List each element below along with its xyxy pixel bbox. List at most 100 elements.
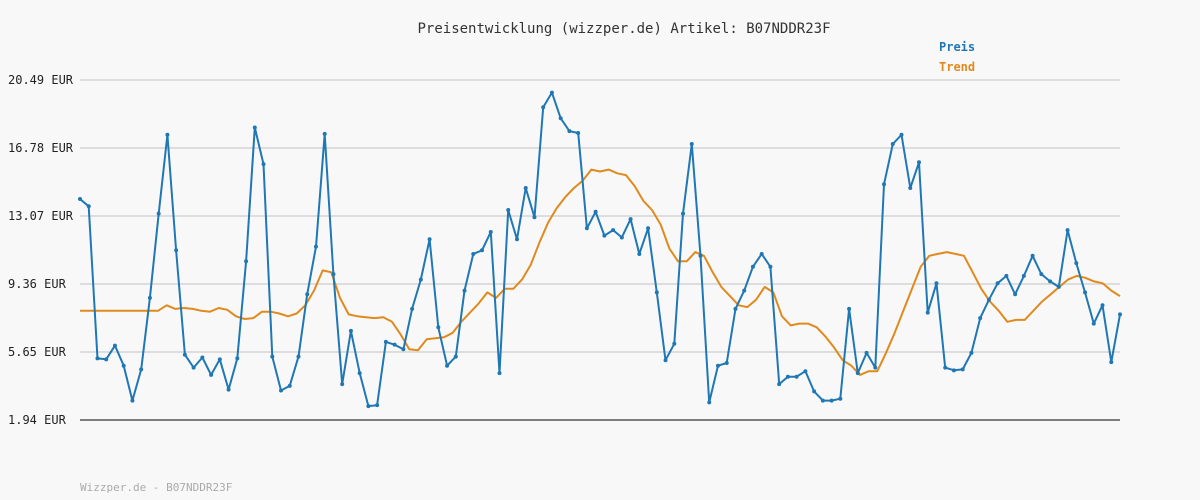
data-point-preis: [445, 363, 450, 368]
data-point-preis: [174, 248, 179, 253]
data-point-preis: [890, 141, 895, 146]
chart-title: Preisentwicklung (wizzper.de) Artikel: B…: [417, 21, 830, 37]
data-point-preis: [165, 132, 170, 137]
data-point-preis: [742, 288, 747, 293]
data-point-preis: [1013, 292, 1018, 297]
data-point-preis: [951, 368, 956, 373]
data-point-preis: [838, 396, 843, 401]
data-point-preis: [462, 288, 467, 293]
data-point-preis: [287, 383, 292, 388]
data-point-preis: [270, 354, 275, 359]
y-axis-ticks: 20.49 EUR 16.78 EUR 13.07 EUR 9.36 EUR 5.65 …: [8, 73, 74, 427]
data-point-preis: [436, 325, 441, 330]
data-point-preis: [707, 400, 712, 405]
data-point-preis: [279, 388, 284, 393]
legend-entry-preis: Preis: [939, 40, 975, 54]
data-point-preis: [698, 253, 703, 258]
data-point-preis: [794, 374, 799, 379]
data-point-preis: [969, 350, 974, 355]
data-point-preis: [855, 371, 860, 376]
data-point-preis: [715, 363, 720, 368]
data-point-preis: [908, 185, 913, 190]
data-point-preis: [200, 355, 205, 360]
data-point-preis: [847, 306, 852, 311]
data-point-preis: [226, 387, 231, 392]
data-point-preis: [1083, 290, 1088, 295]
grid: [80, 79, 1120, 353]
data-point-preis: [322, 131, 327, 136]
data-point-preis: [567, 129, 572, 134]
data-point-preis: [217, 357, 222, 362]
data-point-preis: [506, 207, 511, 212]
data-point-preis: [689, 141, 694, 146]
data-point-preis: [296, 354, 301, 359]
data-point-preis: [1021, 273, 1026, 278]
data-point-preis: [418, 277, 423, 282]
data-point-preis: [1091, 321, 1096, 326]
data-point-preis: [611, 228, 616, 233]
data-point-preis: [777, 382, 782, 387]
data-point-preis: [340, 382, 345, 387]
data-point-preis: [1048, 279, 1053, 284]
data-point-preis: [348, 328, 353, 333]
data-point-preis: [768, 264, 773, 269]
data-point-preis: [139, 367, 144, 372]
data-point-preis: [488, 229, 493, 234]
data-point-preis: [549, 90, 554, 95]
data-point-preis: [121, 363, 126, 368]
data-point-preis: [803, 369, 808, 374]
data-point-preis: [812, 389, 817, 394]
data-point-preis: [383, 339, 388, 344]
data-point-preis: [637, 251, 642, 256]
data-point-preis: [514, 237, 519, 242]
data-point-preis: [882, 182, 887, 187]
data-point-preis: [182, 352, 187, 357]
data-point-preis: [235, 356, 240, 361]
data-point-preis: [584, 226, 589, 231]
data-point-preis: [873, 365, 878, 370]
data-point-preis: [654, 290, 659, 295]
data-point-preis: [1004, 273, 1009, 278]
data-point-preis: [331, 272, 336, 277]
data-point-preis: [995, 281, 1000, 286]
y-tick-label: 9.36 EUR: [8, 277, 67, 291]
data-point-preis: [401, 347, 406, 352]
series-line-trend: [80, 168, 1121, 376]
data-point-preis: [785, 374, 790, 379]
data-point-preis: [1056, 284, 1061, 289]
data-point-preis: [672, 341, 677, 346]
data-point-preis: [427, 237, 432, 242]
data-point-preis: [375, 403, 380, 408]
data-point-preis: [1030, 253, 1035, 258]
data-point-preis: [1109, 360, 1114, 365]
data-point-preis: [619, 235, 624, 240]
data-point-preis: [86, 204, 91, 209]
data-point-preis: [532, 215, 537, 220]
data-point-preis: [558, 116, 563, 121]
data-point-preis: [244, 259, 249, 264]
data-point-preis: [978, 316, 983, 321]
footer-credit: Wizzper.de - B07NDDR23F: [80, 481, 232, 494]
data-point-preis: [156, 211, 161, 216]
data-point-preis: [960, 367, 965, 372]
data-point-preis: [541, 105, 546, 110]
data-point-preis: [1039, 272, 1044, 277]
data-point-preis: [261, 162, 266, 167]
data-point-preis: [899, 132, 904, 137]
data-point-preis: [916, 160, 921, 165]
data-point-preis: [392, 342, 397, 347]
data-point-preis: [934, 281, 939, 286]
y-tick-label: 13.07 EUR: [8, 209, 74, 223]
data-point-preis: [112, 343, 117, 348]
data-point-preis: [471, 251, 476, 256]
data-point-preis: [1118, 312, 1122, 317]
data-point-preis: [95, 356, 100, 361]
y-tick-label: 20.49 EUR: [8, 73, 74, 87]
data-point-preis: [480, 248, 485, 253]
data-point-preis: [925, 310, 930, 315]
legend-entry-trend: Trend: [939, 60, 975, 74]
data-point-preis: [724, 360, 729, 365]
data-point-preis: [593, 209, 598, 214]
series-layer: [78, 90, 1122, 409]
